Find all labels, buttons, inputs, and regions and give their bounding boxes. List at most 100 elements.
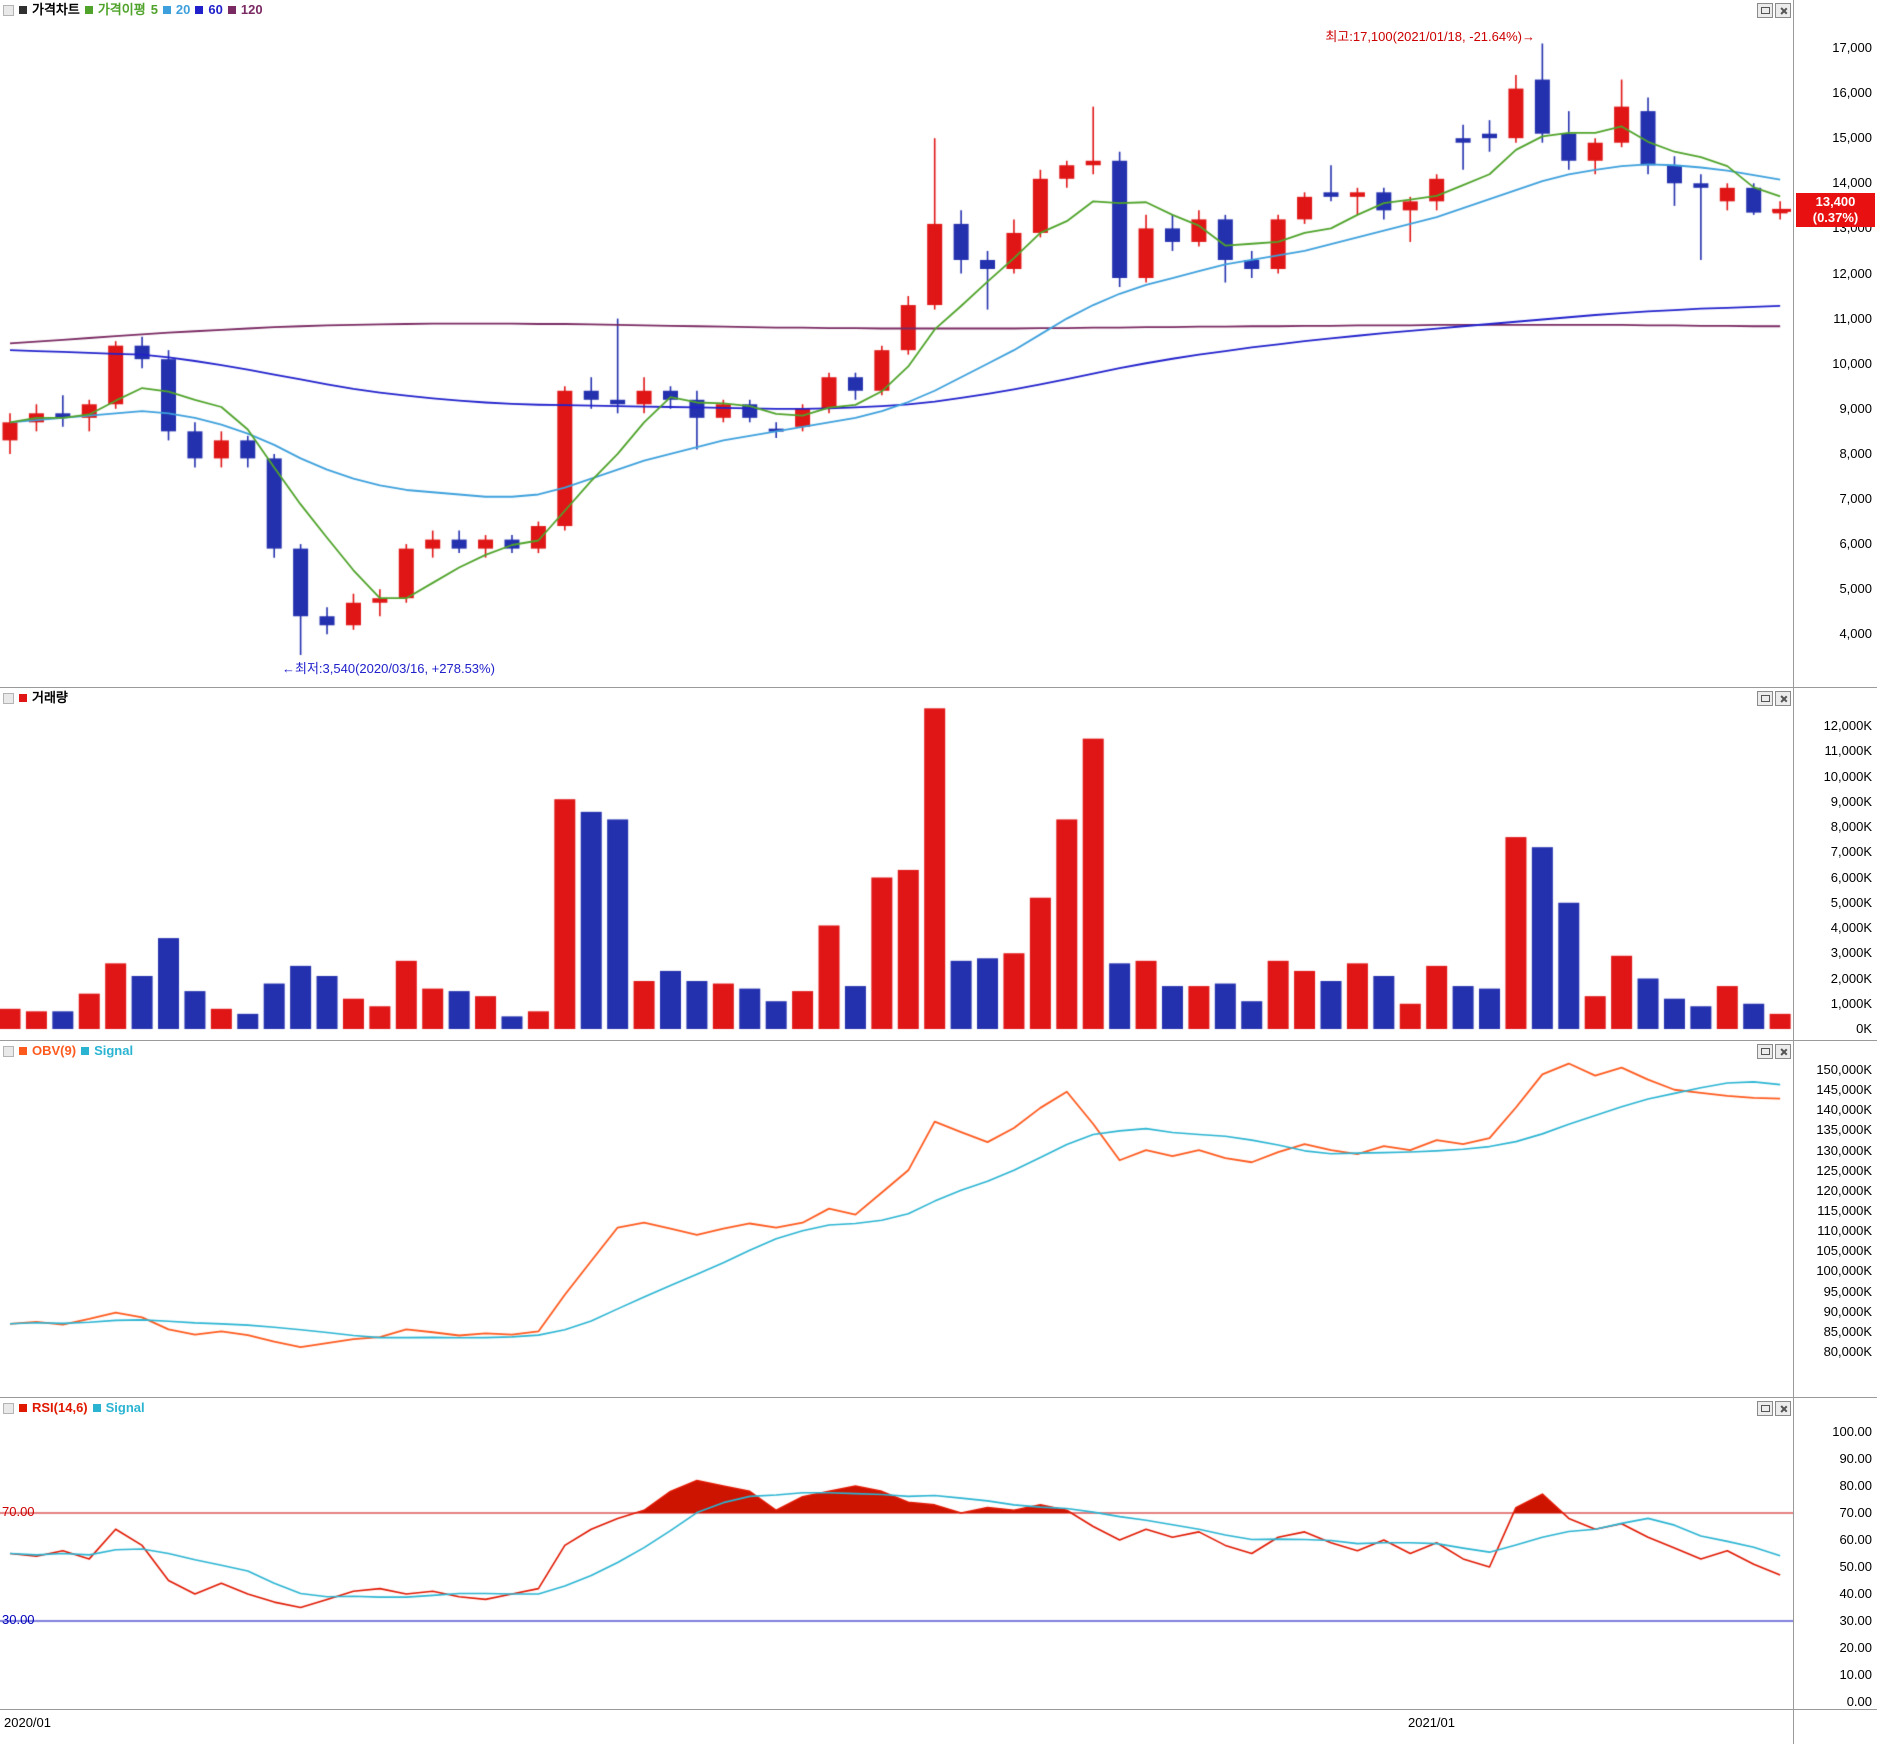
- rsi-signal-marker-icon: [92, 1404, 101, 1412]
- rsi-signal-label: Signal: [105, 1400, 145, 1415]
- panel-close-button[interactable]: [1775, 691, 1791, 706]
- restore-icon: [1760, 7, 1770, 14]
- volume-series-marker-icon: [19, 694, 27, 702]
- rsi-oversold-label: 30.00: [2, 1612, 35, 1627]
- price-axis-tick: 16,000: [1832, 85, 1872, 101]
- ma-group-label: 가격이평: [97, 2, 146, 17]
- rsi-panel: RSI(14,6) Signal 70.00 30.00: [0, 1398, 1877, 1710]
- panel-restore-button[interactable]: [1757, 1044, 1773, 1059]
- price-axis-tick: 15,000: [1832, 130, 1872, 146]
- panel-grip-icon[interactable]: [3, 4, 14, 16]
- volume-axis-tick: 11,000K: [1824, 743, 1872, 759]
- panel-restore-button[interactable]: [1757, 691, 1773, 706]
- ma-group-marker-icon: [84, 6, 93, 14]
- panel-grip-icon[interactable]: [3, 692, 14, 704]
- rsi-axis-tick: 40.00: [1839, 1586, 1872, 1601]
- volume-panel-title: 거래량: [32, 690, 68, 705]
- panel-close-button[interactable]: [1775, 3, 1791, 18]
- volume-axis-tick: 3,000K: [1830, 945, 1872, 961]
- price-chart-canvas[interactable]: [0, 0, 1793, 687]
- obv-axis-tick: 100,000K: [1816, 1263, 1872, 1279]
- obv-axis-tick: 80,000K: [1823, 1344, 1872, 1359]
- rsi-axis-tick: 80.00: [1839, 1478, 1872, 1493]
- obv-axis-tick: 85,000K: [1823, 1323, 1872, 1339]
- price-axis-tick: 8,000: [1839, 445, 1872, 461]
- rsi-axis-tick: 20.00: [1839, 1640, 1872, 1655]
- obv-chart-canvas[interactable]: [0, 1041, 1793, 1397]
- volume-axis-tick: 0K: [1856, 1021, 1872, 1036]
- obv-axis-tick: 115,000K: [1817, 1203, 1872, 1218]
- obv-axis-tick: 130,000K: [1816, 1142, 1872, 1158]
- high-annotation: 최고:17,100(2021/01/18, -21.64%)→: [1325, 29, 1535, 44]
- time-axis: 2020/01 2021/01: [0, 1710, 1877, 1744]
- close-icon: [1779, 7, 1787, 15]
- price-axis-tick: 12,000: [1832, 265, 1872, 281]
- panel-restore-button[interactable]: [1757, 1401, 1773, 1416]
- obv-signal-marker-icon: [81, 1047, 90, 1055]
- rsi-panel-title: RSI(14,6): [32, 1400, 88, 1415]
- rsi-chart-canvas[interactable]: [0, 1398, 1793, 1709]
- time-label-2021-01: 2021/01: [1408, 1715, 1455, 1730]
- obv-axis-tick: 110,000K: [1817, 1223, 1872, 1239]
- current-price-badge: 13,400 (0.37%): [1796, 193, 1875, 227]
- price-axis-tick: 7,000: [1839, 491, 1872, 506]
- obv-panel-header: OBV(9) Signal: [3, 1043, 133, 1059]
- obv-axis-tick: 125,000K: [1816, 1162, 1872, 1178]
- volume-axis-tick: 2,000K: [1830, 970, 1872, 986]
- obv-axis-tick: 150,000K: [1816, 1062, 1872, 1077]
- price-axis-tick: 5,000: [1839, 581, 1872, 597]
- price-axis-tick: 9,000: [1839, 400, 1872, 416]
- price-axis-tick: 14,000: [1832, 175, 1872, 191]
- rsi-axis-tick: 90.00: [1839, 1451, 1872, 1466]
- restore-icon: [1760, 1048, 1770, 1055]
- obv-axis-tick: 135,000K: [1816, 1122, 1872, 1138]
- price-axis-tick: 4,000: [1839, 626, 1872, 642]
- panel-close-button[interactable]: [1775, 1401, 1791, 1416]
- volume-axis-tick: 5,000K: [1830, 894, 1872, 910]
- panel-restore-button[interactable]: [1757, 3, 1773, 18]
- panel-grip-icon[interactable]: [3, 1402, 14, 1414]
- volume-chart-canvas[interactable]: [0, 688, 1793, 1040]
- y-axis-column: 13,400 (0.37%) 17,000 16,000 15,000 14,000 1…: [1793, 0, 1877, 1744]
- ma120-marker-icon: [227, 6, 236, 14]
- volume-axis-tick: 1,000K: [1830, 995, 1872, 1011]
- time-label-2020-01: 2020/01: [4, 1715, 51, 1730]
- price-panel-title: 가격차트: [32, 2, 80, 17]
- current-price-value: 13,400: [1815, 194, 1856, 209]
- volume-panel-header: 거래량: [3, 690, 68, 706]
- low-annotation: ←최저:3,540(2020/03/16, +278.53%): [282, 661, 495, 676]
- obv-signal-label: Signal: [94, 1043, 134, 1058]
- rsi-axis-tick: 30.00: [1839, 1613, 1872, 1628]
- rsi-axis-tick: 70.00: [1839, 1505, 1872, 1520]
- obv-axis-tick: 95,000K: [1823, 1283, 1872, 1299]
- volume-axis-tick: 8,000K: [1830, 819, 1872, 834]
- volume-axis-tick: 4,000K: [1830, 920, 1872, 935]
- price-axis-tick: 17,000: [1832, 40, 1872, 55]
- restore-icon: [1760, 1405, 1770, 1412]
- rsi-axis-tick: 10.00: [1839, 1667, 1872, 1682]
- close-icon: [1779, 695, 1787, 703]
- rsi-axis-tick: 0.00: [1846, 1694, 1872, 1709]
- volume-axis-tick: 7,000K: [1830, 844, 1872, 860]
- volume-axis-tick: 10,000K: [1823, 768, 1872, 784]
- panel-close-button[interactable]: [1775, 1044, 1791, 1059]
- ma60-marker-icon: [195, 6, 204, 14]
- price-panel-header: 가격차트 가격이평 5 20 60 120: [3, 2, 263, 18]
- price-axis-tick: 10,000: [1832, 355, 1872, 371]
- ma20-period-label: 20: [175, 2, 191, 17]
- panel-grip-icon[interactable]: [3, 1045, 14, 1057]
- obv-axis-tick: 105,000K: [1816, 1243, 1872, 1259]
- close-icon: [1779, 1048, 1787, 1056]
- obv-panel: OBV(9) Signal: [0, 1041, 1877, 1398]
- volume-axis-tick: 9,000K: [1830, 793, 1872, 809]
- obv-panel-title: OBV(9): [32, 1043, 77, 1058]
- price-panel: 가격차트 가격이평 5 20 60 120 최고:17,100(2021/01/…: [0, 0, 1877, 688]
- obv-axis-tick: 90,000K: [1823, 1303, 1872, 1319]
- close-icon: [1779, 1405, 1787, 1413]
- price-series-marker-icon: [19, 6, 27, 14]
- obv-series-marker-icon: [19, 1047, 27, 1055]
- ma120-period-label: 120: [240, 2, 263, 17]
- rsi-axis-tick: 50.00: [1839, 1559, 1872, 1574]
- rsi-panel-header: RSI(14,6) Signal: [3, 1400, 145, 1416]
